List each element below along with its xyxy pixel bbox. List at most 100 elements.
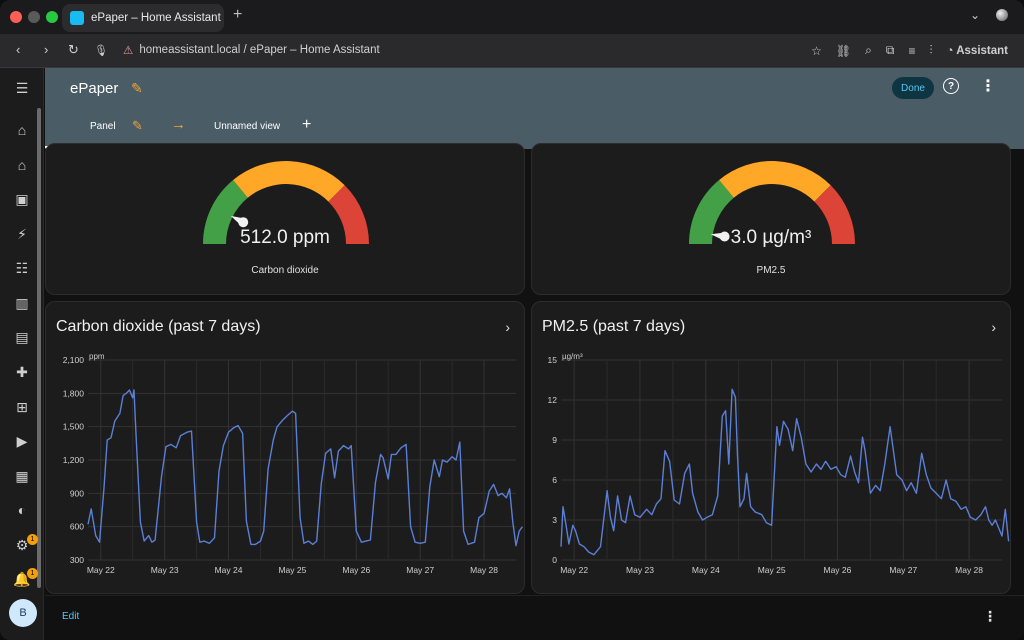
gauge-green-segment (203, 180, 248, 244)
browser-tab[interactable]: ePaper – Home Assistant (62, 4, 224, 32)
logbook-icon[interactable]: ☷ (15, 259, 29, 276)
gauge-card-co2[interactable]: 512.0 ppm Carbon dioxide (45, 143, 525, 295)
x-tick-label: May 25 (278, 565, 306, 575)
hacs-icon[interactable]: ⊞ (16, 398, 28, 415)
media-icon[interactable]: ▤ (15, 328, 29, 345)
y-tick-label: 15 (548, 355, 558, 365)
energy-icon[interactable]: ⚡ (17, 225, 27, 242)
dashboard-content: 512.0 ppm Carbon dioxide 3.0 µg/m³ PM2.5… (45, 143, 1024, 640)
gauge-co2-svg (203, 161, 369, 244)
addons-icon[interactable]: ✚ (16, 363, 28, 380)
home-assistant-favicon-icon (70, 11, 84, 25)
ha-sidebar: ☰ ⌂ ⌂ ▣ ⚡ ☷ ▥ ▤ ✚ ⊞ ▶ ▦ ◐ ⚙ 1 🔔 1 B (0, 68, 44, 640)
y-tick-label: 1,500 (63, 422, 85, 432)
x-tick-label: May 28 (470, 565, 498, 575)
y-tick-label: 300 (70, 555, 84, 565)
media-browser-icon[interactable]: ▶ (16, 432, 28, 449)
edit-title-pencil-icon[interactable]: ✎ (131, 80, 143, 96)
history-card-pm25[interactable]: PM2.5 (past 7 days) › 15 12 9 6 3 0 May 22 May … (531, 301, 1011, 594)
tab-list-chevron-icon[interactable]: ⌄ (969, 8, 980, 22)
overflow-menu-icon[interactable]: ⋮ (980, 78, 996, 95)
maximize-window-button[interactable] (46, 11, 58, 23)
microphone-icon[interactable]: 🎙 (94, 45, 108, 57)
help-icon[interactable]: ? (943, 78, 959, 94)
minimize-window-button[interactable] (28, 11, 40, 23)
home-icon[interactable]: ⌂ (17, 157, 27, 173)
audio-icon[interactable]: ⫶ (929, 43, 933, 57)
x-tick-label: May 23 (151, 565, 179, 575)
gauge-pm25-svg (689, 161, 855, 244)
notifications-icon[interactable]: 🔔 (13, 570, 31, 587)
new-tab-button[interactable]: + (233, 6, 243, 23)
x-tick-label: May 25 (758, 565, 786, 575)
gauge-needle-hub (719, 231, 730, 242)
zwave-icon[interactable]: ◐ (17, 502, 27, 518)
overview-icon[interactable]: ⌂ (17, 122, 27, 138)
avatar[interactable]: B (9, 599, 37, 627)
forward-icon[interactable]: › (44, 42, 49, 57)
reload-icon[interactable]: ↻ (68, 42, 79, 57)
chevron-right-icon[interactable]: › (991, 319, 996, 335)
gauge-label: PM2.5 (756, 265, 786, 276)
x-tick-label: May 22 (560, 565, 588, 575)
history-card-co2[interactable]: Carbon dioxide (past 7 days) › 2,100 1,80… (45, 301, 525, 594)
link-icon[interactable]: ⛓ (835, 43, 852, 58)
x-tick-label: May 28 (955, 565, 983, 575)
gauge-label: Carbon dioxide (251, 265, 319, 276)
footer-menu-icon[interactable]: ⋮ (983, 608, 997, 624)
add-view-icon[interactable]: + (302, 116, 312, 133)
extensions-icon[interactable]: ⧉ (885, 43, 895, 57)
assistant-label: Assistant (956, 44, 1008, 57)
lens-icon[interactable]: ⌕ (865, 43, 872, 57)
back-icon[interactable]: ‹ (16, 42, 21, 57)
x-tick-label: May 24 (692, 565, 720, 575)
y-tick-label: 900 (70, 488, 84, 498)
y-tick-label: 12 (548, 395, 558, 405)
x-tick-label: May 27 (406, 565, 434, 575)
series-line (87, 389, 523, 547)
card-title: Carbon dioxide (past 7 days) (56, 318, 261, 335)
settings-icon[interactable]: ⚙ (15, 536, 29, 553)
bookmark-star-icon[interactable]: ☆ (811, 43, 822, 58)
gauge-green-segment (689, 180, 734, 244)
edit-link[interactable]: Edit (62, 611, 80, 622)
y-tick-label: 0 (552, 555, 557, 565)
tab-panel[interactable]: Panel (90, 121, 116, 132)
map-icon[interactable]: ▣ (15, 190, 29, 207)
done-button[interactable]: Done (892, 77, 934, 99)
move-view-arrow-icon[interactable]: → (171, 116, 186, 133)
x-tick-label: May 24 (215, 565, 243, 575)
todo-icon[interactable]: ▦ (15, 467, 29, 484)
assistant-icon: ◔ (946, 44, 954, 57)
gauge-card-pm25[interactable]: 3.0 µg/m³ PM2.5 (531, 143, 1011, 295)
y-unit-label: ppm (89, 352, 105, 361)
reader-icon[interactable]: ≡ (908, 43, 916, 58)
gauge-needle-hub (238, 217, 249, 228)
tab-title: ePaper – Home Assistant (91, 12, 221, 24)
sidebar-scrollbar[interactable] (37, 108, 41, 588)
assistant-button[interactable]: ◔ Assistant (946, 45, 1008, 57)
y-tick-label: 6 (552, 475, 557, 485)
menu-icon[interactable]: ☰ (15, 79, 29, 96)
y-tick-label: 600 (70, 522, 84, 532)
y-tick-label: 1,800 (63, 388, 85, 398)
tab-unnamed-view[interactable]: Unnamed view (214, 121, 281, 132)
url-text: homeassistant.local / ePaper – Home Assi… (139, 44, 380, 56)
dashboard-header: ePaper ✎ Done ? ⋮ Panel ✎ → Unnamed view… (45, 68, 1024, 149)
edit-view-pencil-icon[interactable]: ✎ (132, 118, 143, 133)
gauge-orange-segment (719, 161, 831, 202)
edit-footer (45, 595, 1024, 640)
history-icon[interactable]: ▥ (15, 294, 29, 311)
close-window-button[interactable] (10, 11, 22, 23)
chevron-right-icon[interactable]: › (505, 319, 510, 335)
y-tick-label: 1,200 (63, 455, 85, 465)
profile-icon[interactable] (996, 9, 1008, 21)
x-tick-label: May 26 (342, 565, 370, 575)
warning-icon: ⚠ (123, 45, 134, 57)
address-bar[interactable]: ⚠ homeassistant.local / ePaper – Home As… (123, 43, 380, 57)
y-unit-label: µg/m³ (562, 352, 583, 361)
x-tick-label: May 23 (626, 565, 654, 575)
